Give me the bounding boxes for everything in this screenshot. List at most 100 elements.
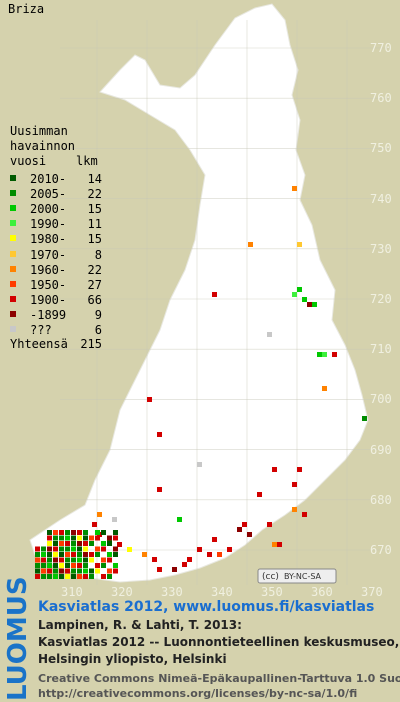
legend-label: ???	[30, 323, 52, 337]
occurrence-square	[77, 568, 82, 574]
legend-count: 6	[94, 323, 102, 337]
occurrence-square	[112, 517, 117, 522]
legend-swatch	[10, 220, 16, 227]
occurrence-square	[89, 535, 94, 541]
occurrence-square	[107, 568, 112, 574]
legend-label: 1980-	[30, 232, 67, 247]
occurrence-square	[362, 416, 367, 421]
y-coordinate-label: 690	[370, 442, 392, 457]
occurrence-square	[317, 352, 322, 357]
occurrence-square	[101, 546, 106, 552]
occurrence-square	[65, 574, 70, 579]
legend-count: 11	[87, 217, 102, 232]
occurrence-square	[65, 535, 70, 541]
legend-count: 22	[87, 187, 102, 202]
occurrence-square	[95, 546, 100, 552]
legend-label: -1899	[30, 307, 67, 322]
occurrence-square	[83, 530, 88, 535]
occurrence-square	[197, 462, 202, 467]
occurrence-square	[95, 568, 100, 574]
occurrence-square	[107, 552, 112, 557]
atlas-link[interactable]: Kasviatlas 2012, www.luomus.fi/kasviatla…	[38, 599, 375, 615]
x-coordinate-label: 370	[361, 585, 383, 599]
occurrence-square	[59, 530, 64, 535]
occurrence-square	[53, 552, 58, 557]
occurrence-square	[157, 432, 162, 437]
occurrence-square	[92, 522, 97, 527]
legend-label: 2010-	[30, 172, 67, 186]
occurrence-square	[113, 530, 118, 535]
occurrence-square	[212, 537, 217, 542]
occurrence-square	[297, 467, 302, 472]
occurrence-square	[89, 541, 94, 546]
occurrence-square	[182, 562, 187, 567]
occurrence-square	[65, 568, 70, 574]
occurrence-square	[35, 552, 40, 557]
occurrence-square	[65, 546, 70, 552]
legend-swatch	[10, 265, 16, 272]
occurrence-square	[101, 541, 106, 546]
occurrence-square	[65, 530, 70, 535]
occurrence-square	[53, 541, 58, 546]
occurrence-square	[47, 530, 52, 535]
occurrence-square	[47, 568, 52, 574]
occurrence-square	[157, 567, 162, 572]
legend-swatch	[10, 280, 16, 287]
y-coordinate-label: 740	[370, 191, 392, 206]
legend-label: 1950-	[30, 277, 67, 292]
occurrence-square	[53, 530, 58, 535]
citation-line: Kasviatlas 2012 -- Luonnontieteellinen k…	[38, 635, 400, 649]
occurrence-square	[47, 541, 52, 546]
x-coordinate-label: 310	[61, 585, 83, 599]
occurrence-square	[227, 547, 232, 552]
occurrence-square	[101, 557, 106, 563]
occurrence-square	[187, 557, 192, 562]
occurrence-square	[59, 552, 64, 557]
x-coordinate-label: 350	[261, 585, 283, 599]
legend-swatch	[10, 310, 16, 317]
x-coordinate-label: 330	[161, 585, 183, 599]
cc-icon: (cc)	[262, 572, 279, 582]
occurrence-square	[77, 552, 82, 557]
occurrence-square	[302, 512, 307, 517]
occurrence-square	[113, 552, 118, 557]
occurrence-square	[83, 535, 88, 541]
occurrence-square	[292, 292, 297, 297]
occurrence-square	[257, 492, 262, 497]
occurrence-square	[95, 535, 100, 541]
occurrence-square	[83, 552, 88, 557]
legend-count-label: lkm	[76, 154, 98, 168]
occurrence-square	[47, 574, 52, 579]
legend-swatch	[10, 190, 16, 197]
occurrence-square	[89, 557, 94, 563]
occurrence-square	[152, 557, 157, 562]
occurrence-square	[89, 552, 94, 557]
occurrence-square	[77, 557, 82, 563]
y-coordinate-label: 720	[370, 292, 392, 306]
occurrence-square	[89, 574, 94, 579]
occurrence-square	[237, 527, 242, 532]
cc-badge	[257, 568, 337, 584]
occurrence-square	[59, 546, 64, 552]
occurrence-square	[53, 535, 58, 541]
occurrence-square	[59, 563, 64, 568]
x-coordinate-label: 320	[111, 585, 133, 599]
occurrence-square	[59, 557, 64, 563]
occurrence-square	[307, 302, 312, 307]
occurrence-square	[41, 552, 46, 557]
license-url[interactable]: http://creativecommons.org/licenses/by-n…	[38, 687, 358, 700]
occurrence-square	[322, 386, 327, 391]
license-text: Creative Commons Nimeä-Epäkaupallinen-Ta…	[38, 672, 400, 685]
legend-label: 2005-	[30, 187, 67, 202]
occurrence-square	[147, 397, 152, 402]
occurrence-square	[107, 557, 112, 563]
occurrence-square	[59, 574, 64, 579]
occurrence-square	[59, 541, 64, 546]
occurrence-square	[157, 487, 162, 492]
occurrence-square	[248, 242, 253, 247]
occurrence-square	[142, 552, 147, 557]
occurrence-square	[41, 568, 46, 574]
occurrence-square	[117, 542, 122, 547]
occurrence-square	[53, 557, 58, 563]
